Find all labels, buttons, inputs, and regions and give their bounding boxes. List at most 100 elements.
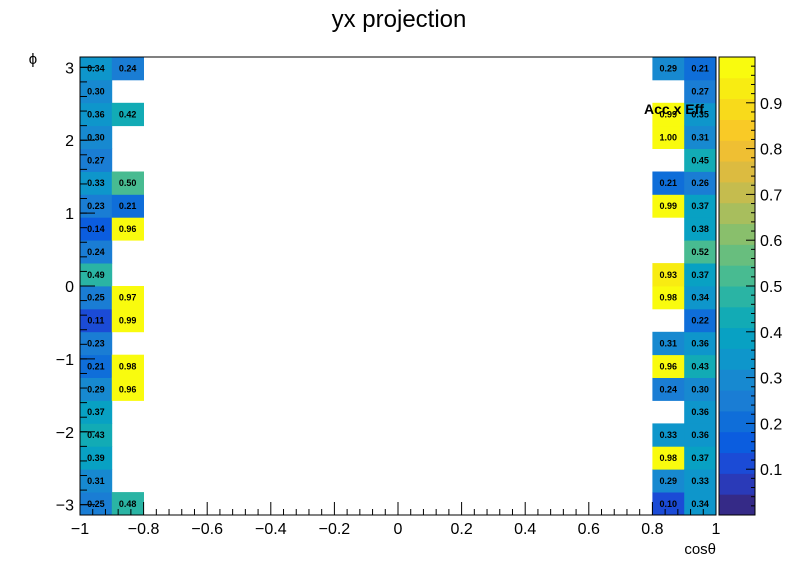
color-scale-segment <box>719 223 755 245</box>
x-tick-label: 0.8 <box>641 521 663 538</box>
cell-value-label: 0.43 <box>87 430 105 440</box>
cell-value-label: 0.37 <box>691 270 709 280</box>
y-axis: −3 −2 −1 0 1 2 3 <box>56 60 95 515</box>
heatmap-cell <box>652 171 685 195</box>
color-scale-segment <box>719 390 755 412</box>
heatmap-cell <box>111 171 144 195</box>
cell-value-label: 0.34 <box>691 293 709 303</box>
cell-value-label: 0.29 <box>87 384 105 394</box>
x-tick-label: 0.2 <box>450 521 472 538</box>
cell-value-label: 0.30 <box>87 132 105 142</box>
cell-value-label: 0.99 <box>660 109 678 119</box>
cell-value-label: 0.36 <box>691 407 709 417</box>
cell-value-label: 0.30 <box>87 87 105 97</box>
heatmap-cell <box>652 331 685 356</box>
heatmap-cell <box>111 286 144 310</box>
cell-value-label: 0.31 <box>691 132 709 142</box>
cell-value-label: 0.25 <box>87 499 105 509</box>
legend-label: Acc x Eff <box>644 101 704 117</box>
color-scale-segment <box>719 473 755 495</box>
cell-value-label: 0.96 <box>119 224 137 234</box>
cell-value-label: 0.22 <box>691 316 709 326</box>
x-axis-label: cosθ <box>684 541 716 558</box>
cell-value-label: 0.29 <box>660 476 678 486</box>
color-scale-segment <box>719 57 755 79</box>
cell-value-label: 0.30 <box>691 384 709 394</box>
x-tick-label: 0 <box>394 521 403 538</box>
heatmap-cell <box>684 354 717 378</box>
heatmap-cell <box>80 400 113 424</box>
z-tick-label: 0.2 <box>760 416 782 433</box>
heatmap-cell <box>80 171 113 195</box>
color-scale-segment <box>719 119 755 141</box>
color-scale-segment <box>719 181 755 204</box>
color-scale-segment <box>719 369 755 391</box>
z-tick-label: 0.7 <box>760 187 782 204</box>
y-tick-label: 2 <box>65 133 74 150</box>
heatmap-cell <box>80 492 113 516</box>
color-scale-bar <box>718 56 756 516</box>
heatmap-cell <box>80 125 113 149</box>
heatmap-cell <box>111 102 144 127</box>
cell-value-label: 0.34 <box>691 499 709 509</box>
cell-value-label: 0.45 <box>691 155 709 165</box>
cell-value-label: 0.33 <box>691 476 709 486</box>
cell-value-label: 0.33 <box>660 430 678 440</box>
color-scale-segment <box>719 494 755 516</box>
color-scale-segment <box>719 327 755 349</box>
color-scale-segment <box>719 202 755 225</box>
cell-value-label: 0.24 <box>660 384 678 394</box>
cell-value-label: 0.98 <box>660 453 678 463</box>
heatmap-cell <box>652 263 685 287</box>
cell-value-label: 0.21 <box>660 178 678 188</box>
heatmap-cell <box>684 217 717 241</box>
x-axis: −1 −0.8 −0.6 −0.4 −0.2 0 0.2 0.4 0.6 0.8 1 <box>71 502 721 538</box>
heatmap-cell <box>684 171 717 195</box>
heatmap-cell <box>684 240 717 264</box>
y-tick-label: 1 <box>65 206 74 223</box>
heatmap-cell <box>684 469 717 493</box>
heatmap-cell <box>80 469 113 493</box>
heatmap-cell <box>684 125 717 149</box>
x-tick-label: −0.6 <box>191 521 223 538</box>
heatmap-cell <box>684 286 717 310</box>
z-tick-label: 0.5 <box>760 279 782 296</box>
heatmap-cell <box>684 446 717 470</box>
cell-value-label: 0.35 <box>691 109 709 119</box>
heatmap-cell <box>684 308 717 333</box>
heatmap-cell <box>111 308 144 333</box>
heatmap-cell <box>80 446 113 470</box>
heatmap-cell <box>684 423 717 447</box>
cell-value-label: 0.39 <box>87 453 105 463</box>
cell-value-label: 0.98 <box>119 361 137 371</box>
heatmap-cell <box>80 79 113 104</box>
heatmap-cell-labels: 0.25 0.31 0.39 0.43 0.37 0.29 0.21 0.23 0.11 0.25… <box>87 64 709 509</box>
color-scale-axis: 0.1 0.2 0.3 0.4 0.5 0.6 0.7 0.8 0.9 <box>746 65 782 507</box>
y-tick-label: −1 <box>56 352 74 369</box>
cell-value-label: 0.37 <box>691 201 709 211</box>
cell-value-label: 0.38 <box>691 224 709 234</box>
heatmap-cells <box>80 57 717 516</box>
heatmap-cell <box>684 492 717 516</box>
heatmap-cell <box>684 148 717 172</box>
cell-value-label: 0.33 <box>87 178 105 188</box>
cell-value-label: 0.25 <box>87 293 105 303</box>
heatmap-cell <box>652 194 685 218</box>
chart-title: yx projection <box>332 6 467 33</box>
color-scale-segment <box>719 286 755 308</box>
z-tick-label: 0.8 <box>760 142 782 159</box>
color-scale-segment <box>719 98 755 120</box>
color-scale-segment <box>719 77 755 100</box>
cell-value-label: 0.29 <box>660 64 678 74</box>
y-axis-label: ϕ <box>29 51 37 68</box>
cell-value-label: 0.96 <box>660 361 678 371</box>
y-tick-label: −2 <box>56 425 74 442</box>
heatmap-cell <box>80 286 113 310</box>
heatmap-cell <box>111 217 144 241</box>
heatmap-cell <box>652 57 685 81</box>
color-scale-segment <box>719 431 755 454</box>
color-scale-segment <box>719 306 755 329</box>
heatmap-cell <box>80 377 113 401</box>
heatmap-cell <box>111 57 144 81</box>
x-tick-label: −1 <box>71 521 89 538</box>
